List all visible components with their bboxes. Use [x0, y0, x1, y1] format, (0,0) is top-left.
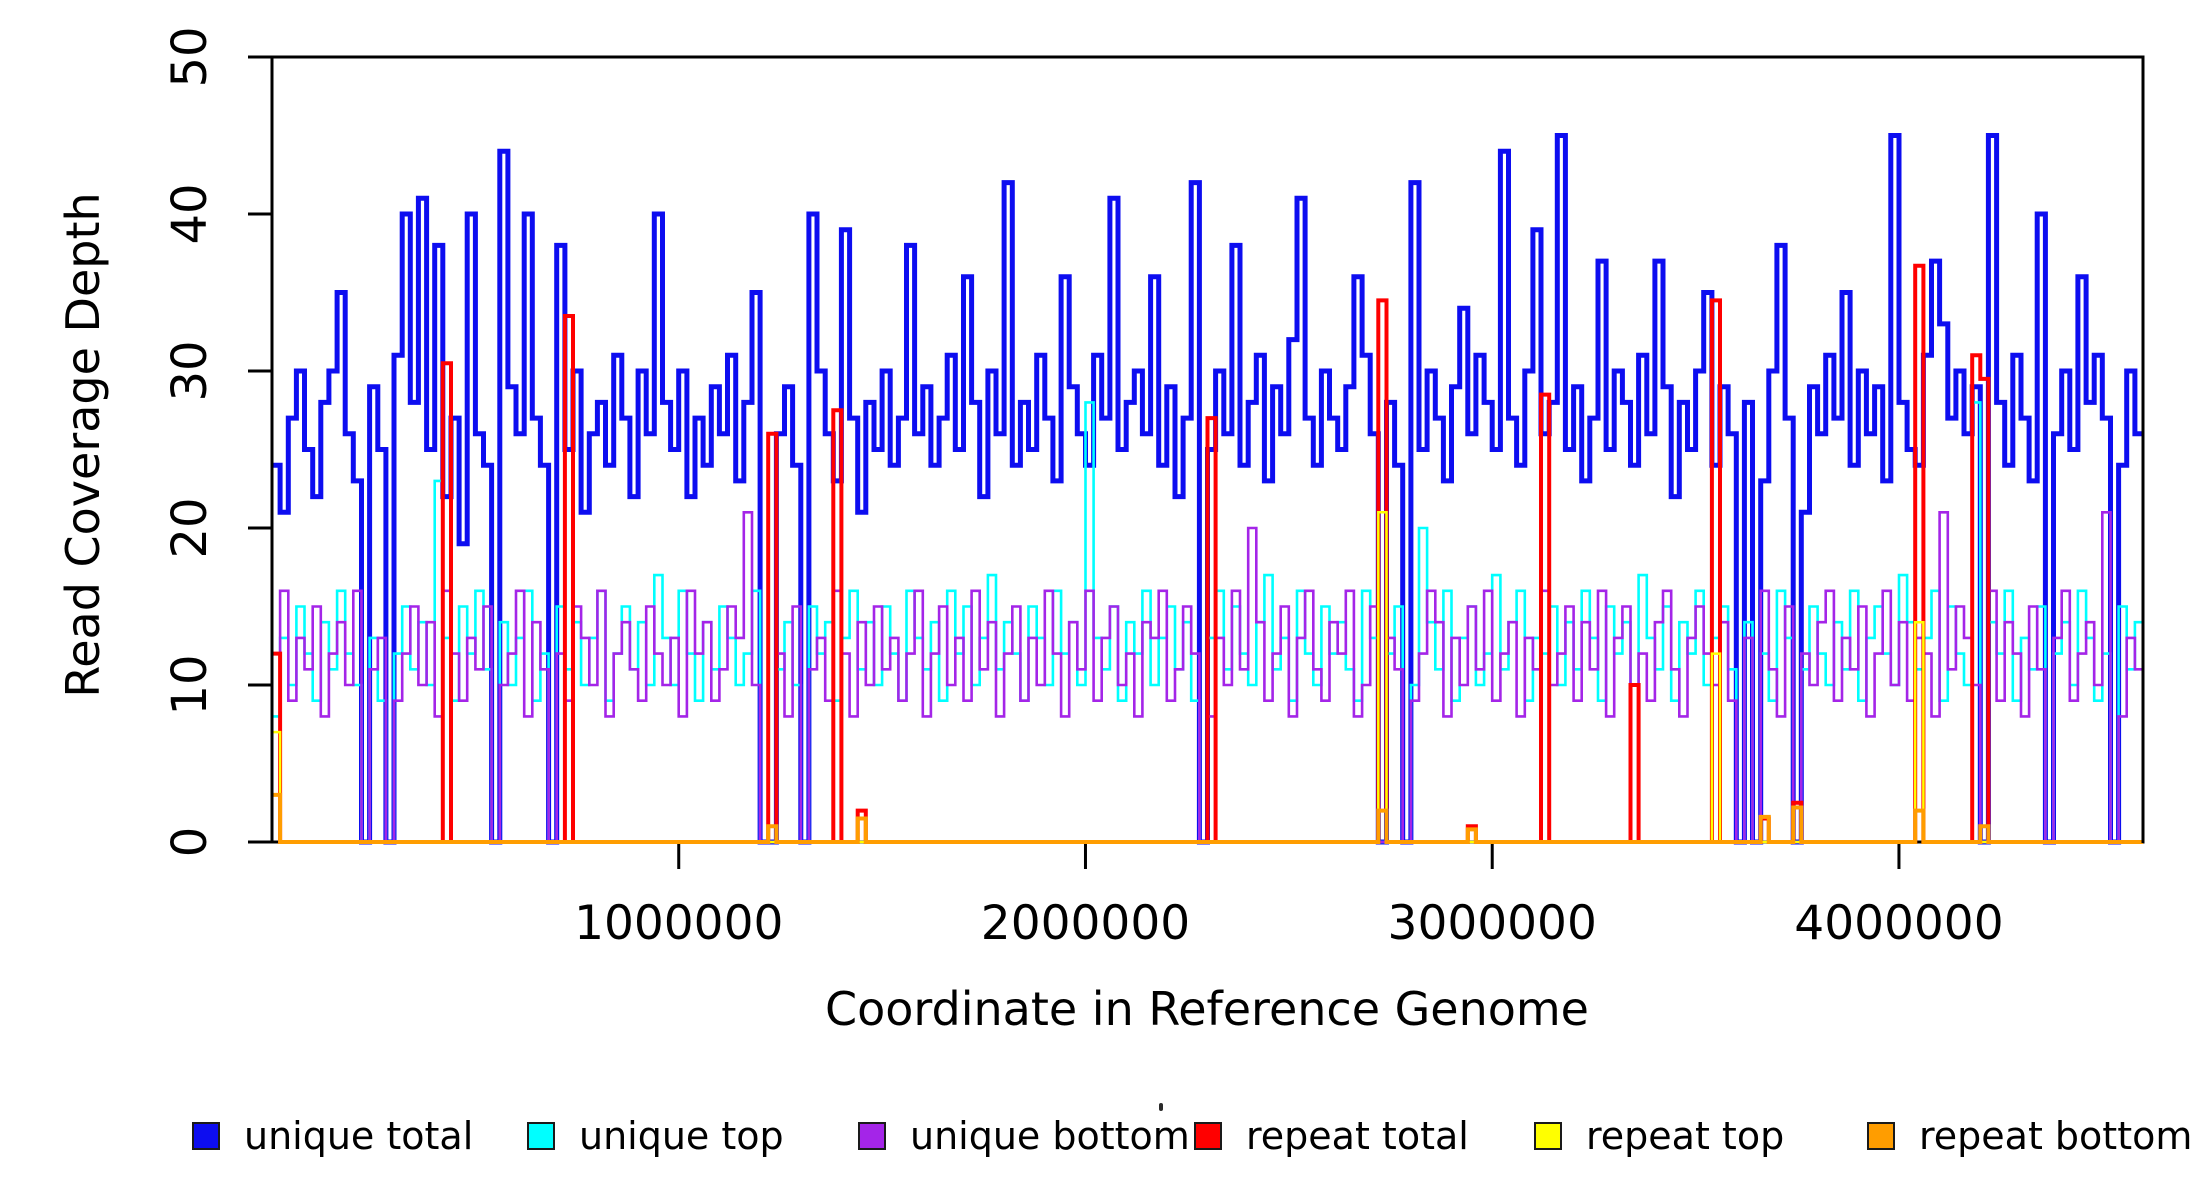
legend-swatch-icon	[527, 1122, 555, 1150]
legend-item-repeat-bottom: repeat bottom	[1867, 1114, 2192, 1158]
y-tick-label-40: 40	[162, 183, 218, 245]
legend-swatch-icon	[1534, 1122, 1562, 1150]
y-tick-label-30: 30	[162, 340, 218, 402]
legend-label: repeat total	[1246, 1114, 1469, 1158]
y-tick-label-50: 50	[162, 26, 218, 88]
x-axis-title: Coordinate in Reference Genome	[825, 982, 1589, 1036]
x-tick-label-4000000: 4000000	[1794, 896, 2004, 951]
y-axis-title: Read Coverage Depth	[56, 192, 110, 698]
x-tick-label-2000000: 2000000	[980, 896, 1191, 951]
legend-item-unique-top: unique top	[527, 1114, 784, 1158]
legend-label: repeat top	[1586, 1114, 1785, 1158]
x-tick-label-3000000: 3000000	[1387, 896, 1597, 951]
legend-item-repeat-total: repeat total	[1194, 1114, 1469, 1158]
series-repeat-total	[272, 263, 2143, 844]
stray-mark-artifact	[1159, 1103, 1163, 1111]
y-tick-label-0: 0	[162, 826, 218, 858]
legend-label: unique total	[244, 1114, 474, 1158]
legend-swatch-icon	[858, 1122, 886, 1150]
legend-label: repeat bottom	[1919, 1114, 2193, 1158]
legend-item-unique-bottom: unique bottom	[858, 1114, 1190, 1158]
y-tick-label-20: 20	[162, 497, 218, 559]
series-repeat-bottom	[272, 792, 2143, 844]
y-tick-label-10: 10	[162, 654, 218, 716]
legend-label: unique top	[579, 1114, 784, 1158]
x-tick-label-1000000: 1000000	[574, 896, 784, 951]
legend-label: unique bottom	[910, 1114, 1190, 1158]
legend-swatch-icon	[192, 1122, 220, 1150]
legend-swatch-icon	[1867, 1122, 1895, 1150]
legend-item-unique-total: unique total	[192, 1114, 473, 1158]
legend-item-repeat-top: repeat top	[1534, 1114, 1784, 1158]
legend-swatch-icon	[1194, 1122, 1222, 1150]
